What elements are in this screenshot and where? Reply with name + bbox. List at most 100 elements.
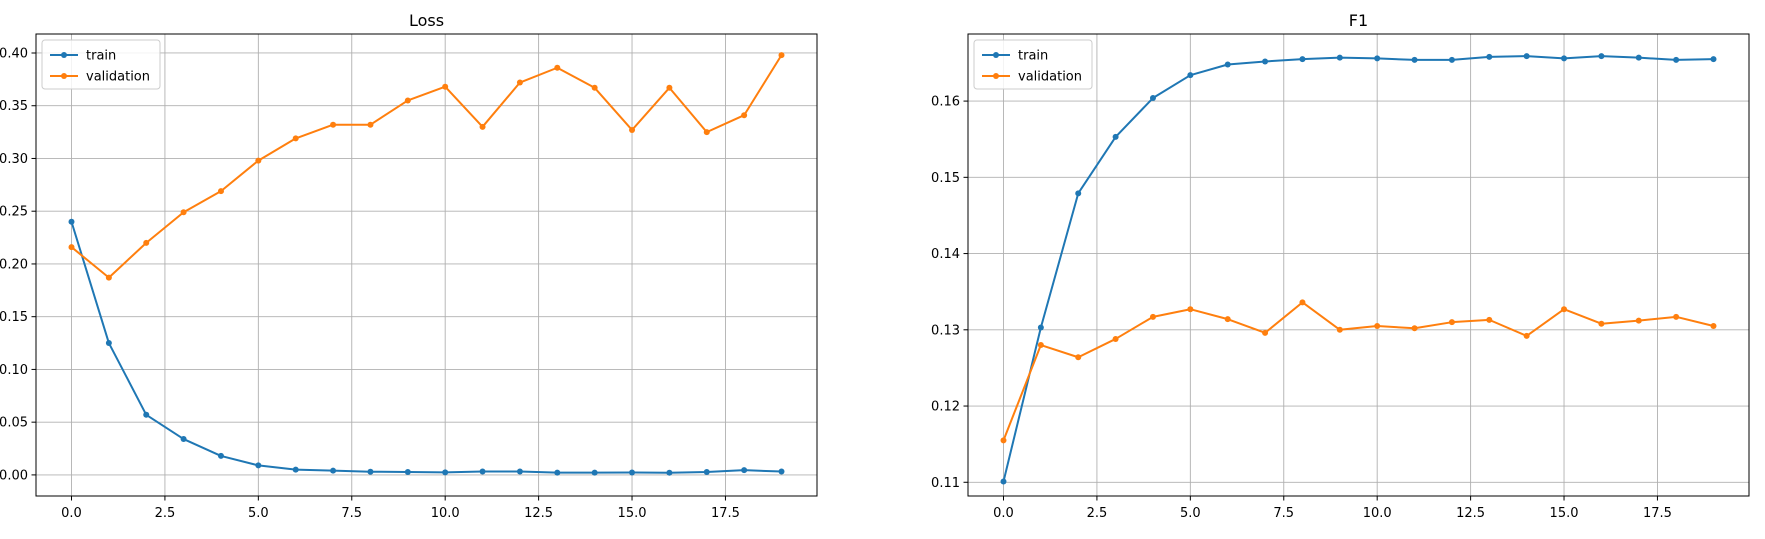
data-point-train: [1561, 55, 1568, 62]
legend-marker-train: [993, 52, 999, 58]
data-point-validation: [1598, 320, 1605, 327]
data-point-validation: [1486, 316, 1493, 323]
data-point-train: [442, 469, 449, 476]
data-point-train: [68, 218, 75, 225]
y-tick-label: 0.40: [0, 46, 28, 61]
x-tick-label: 10.0: [431, 506, 460, 521]
x-tick-label: 15.0: [618, 506, 647, 521]
data-point-train: [1224, 61, 1231, 68]
data-point-train: [666, 469, 673, 476]
data-point-train: [1486, 53, 1493, 60]
data-point-train: [1262, 58, 1269, 65]
legend-label-train: train: [86, 49, 116, 64]
x-tick-label: 5.0: [1180, 506, 1201, 521]
data-point-train: [255, 462, 262, 469]
data-point-validation: [330, 121, 337, 128]
series-line-validation: [1002, 301, 1714, 441]
legend-label-validation: validation: [1018, 70, 1082, 85]
data-point-train: [330, 467, 337, 474]
data-point-validation: [1635, 317, 1642, 324]
data-point-validation: [591, 84, 598, 91]
data-point-validation: [1224, 316, 1231, 323]
x-tick-label: 0.0: [61, 506, 82, 521]
data-point-validation: [1262, 329, 1269, 336]
x-tick-label: 5.0: [248, 506, 269, 521]
data-point-validation: [1336, 326, 1343, 333]
data-point-train: [1448, 56, 1455, 63]
y-tick-label: 0.16: [931, 95, 960, 110]
x-tick-label: 0.0: [993, 506, 1014, 521]
data-point-validation: [516, 79, 523, 86]
data-point-validation: [778, 52, 785, 59]
data-point-validation: [1112, 335, 1119, 342]
x-tick-label: 7.5: [1273, 506, 1294, 521]
data-point-train: [105, 340, 112, 347]
plot-frame: [35, 33, 818, 497]
y-tick-label: 0.30: [0, 152, 28, 167]
y-tick-label: 0.13: [931, 323, 960, 338]
x-tick-label: 12.5: [1456, 506, 1485, 521]
data-point-train: [591, 469, 598, 476]
y-tick-label: 0.14: [931, 247, 960, 262]
data-point-train: [1336, 54, 1343, 61]
data-point-validation: [1561, 306, 1568, 313]
data-point-train: [1187, 72, 1194, 79]
data-point-validation: [629, 126, 636, 133]
data-point-validation: [255, 157, 262, 164]
data-point-validation: [1523, 332, 1530, 339]
y-tick-label: 0.05: [0, 416, 28, 431]
y-tick-label: 0.10: [0, 363, 28, 378]
data-point-train: [1411, 56, 1418, 63]
x-tick-label: 2.5: [1087, 506, 1108, 521]
data-point-train: [1299, 56, 1306, 63]
data-point-train: [180, 436, 187, 443]
data-point-validation: [1374, 322, 1381, 329]
data-point-train: [741, 467, 748, 474]
data-point-train: [554, 469, 561, 476]
data-point-validation: [1710, 322, 1717, 329]
data-point-validation: [105, 274, 112, 281]
y-tick-label: 0.15: [931, 171, 960, 186]
data-point-train: [1598, 53, 1605, 60]
data-point-validation: [217, 188, 224, 195]
data-point-train: [143, 411, 150, 418]
x-tick-label: 10.0: [1363, 506, 1392, 521]
data-point-validation: [367, 121, 374, 128]
y-tick-label: 0.25: [0, 205, 28, 220]
data-point-validation: [442, 83, 449, 90]
series-line-train: [70, 221, 782, 474]
data-point-train: [217, 452, 224, 459]
data-point-train: [1075, 190, 1082, 197]
f1-chart: F1 0.0 2.5 5.0 7.5 10.0 12.5 15.0 17.5 0.11 0.12 0.…: [931, 11, 1750, 521]
series-line-train: [1002, 55, 1714, 482]
legend-label-train: train: [1018, 49, 1048, 64]
data-point-train: [703, 469, 710, 476]
data-point-validation: [180, 209, 187, 216]
data-point-train: [1037, 324, 1044, 331]
data-point-validation: [1187, 306, 1194, 313]
legend-label-validation: validation: [86, 70, 150, 85]
y-tick-label: 0.15: [0, 310, 28, 325]
x-tick-label: 7.5: [341, 506, 362, 521]
data-point-validation: [1411, 325, 1418, 332]
x-tick-label: 12.5: [524, 506, 553, 521]
y-tick-label: 0.35: [0, 99, 28, 114]
data-point-validation: [68, 244, 75, 251]
data-point-validation: [666, 84, 673, 91]
data-point-validation: [479, 123, 486, 130]
data-point-train: [1112, 133, 1119, 140]
data-point-train: [1673, 56, 1680, 63]
y-tick-label: 0.12: [931, 400, 960, 415]
data-point-validation: [292, 135, 299, 142]
data-point-train: [1000, 478, 1007, 485]
data-point-train: [479, 468, 486, 475]
data-point-validation: [1299, 299, 1306, 306]
x-tick-label: 17.5: [711, 506, 740, 521]
data-point-train: [1710, 56, 1717, 63]
legend-marker-train: [61, 52, 67, 58]
plot-frame: [967, 33, 1750, 497]
data-point-validation: [1673, 313, 1680, 320]
chart-title: F1: [1349, 11, 1368, 30]
data-point-train: [1374, 55, 1381, 62]
